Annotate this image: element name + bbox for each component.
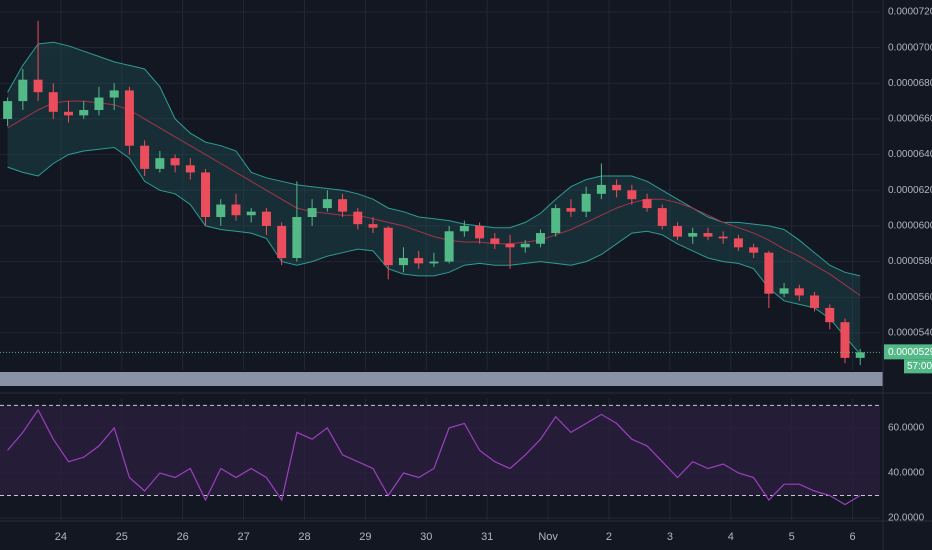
candle-body	[140, 145, 150, 169]
candle-body	[277, 225, 287, 259]
candle-body	[490, 238, 500, 244]
candle-body	[718, 236, 728, 239]
candle-body	[505, 243, 515, 248]
x-tick-label: 26	[177, 531, 189, 543]
candle-body	[779, 288, 789, 294]
candle-body	[338, 199, 348, 212]
x-tick-label: 27	[237, 531, 249, 543]
x-tick-label: 25	[116, 531, 128, 543]
candle-body	[642, 199, 652, 209]
candle-body	[703, 233, 713, 237]
candle-body	[794, 288, 804, 296]
y-tick-label: 0.00007200	[888, 7, 932, 18]
candle-body	[216, 204, 226, 218]
y-tick-label: 0.00005400	[888, 328, 932, 339]
price-label-box	[884, 344, 932, 360]
candle-body	[368, 224, 378, 228]
candle-body	[840, 322, 850, 358]
candle-body	[79, 110, 89, 116]
candle-body	[185, 165, 195, 173]
candle-body	[109, 90, 119, 98]
x-tick-label: 6	[850, 531, 856, 543]
y-tick-label: 60.0000	[888, 423, 925, 434]
x-tick-label: 4	[728, 531, 734, 543]
x-tick-label: 24	[55, 531, 67, 543]
band-line	[7, 146, 861, 355]
y-tick-label: 0.00005800	[888, 256, 932, 267]
candle-body	[627, 190, 637, 200]
candle-body	[124, 90, 134, 146]
candle-body	[733, 238, 743, 248]
candle-body	[94, 97, 104, 111]
level-fill	[0, 405, 880, 496]
candle-body	[64, 111, 74, 116]
candle-body	[383, 227, 393, 266]
price-label: 0.00005291	[888, 347, 932, 358]
candle-body	[566, 208, 576, 212]
y-tick-label: 0.00006000	[888, 221, 932, 232]
scroll-bar	[0, 372, 883, 386]
x-tick-label: 28	[298, 531, 310, 543]
candle-body	[18, 79, 28, 102]
x-tick-label: 2	[606, 531, 612, 543]
band-line	[7, 41, 861, 277]
candle-body	[246, 211, 256, 216]
candle-body	[825, 307, 835, 323]
candle-body	[596, 184, 606, 194]
candle-body	[353, 211, 363, 225]
candle-body	[459, 225, 469, 232]
candle-body	[33, 79, 43, 93]
candle-body	[322, 199, 332, 209]
y-tick-label: 0.00006400	[888, 149, 932, 160]
candle-body	[612, 184, 622, 191]
candle-body	[764, 252, 774, 294]
candle-body	[749, 247, 759, 253]
band-line	[7, 100, 861, 296]
candle-body	[535, 233, 545, 244]
candle-body	[855, 352, 865, 358]
y-tick-label: 0.00007000	[888, 42, 932, 53]
countdown: 57:00	[907, 361, 932, 372]
candle-body	[398, 258, 408, 266]
x-tick-label: 30	[420, 531, 432, 543]
y-tick-label: 0.00006200	[888, 185, 932, 196]
candle-body	[307, 208, 317, 218]
candle-body	[810, 295, 820, 308]
candle-body	[201, 172, 211, 218]
candle-body	[231, 204, 241, 216]
candle-body	[688, 233, 698, 237]
x-tick-label: 3	[667, 531, 673, 543]
candle-body	[414, 258, 424, 264]
candle-body	[673, 225, 683, 237]
x-tick-label: 29	[359, 531, 371, 543]
candle-body	[581, 193, 591, 212]
candle-body	[155, 158, 165, 169]
candle-body	[170, 158, 180, 166]
candle-body	[429, 261, 439, 264]
candle-body	[475, 225, 485, 239]
y-tick-label: 0.00005600	[888, 292, 932, 303]
y-tick-label: 0.00006800	[888, 78, 932, 89]
candle-body	[261, 211, 271, 226]
x-tick-label: 5	[789, 531, 795, 543]
y-tick-label: 0.00006600	[888, 114, 932, 125]
candle-body	[444, 231, 454, 262]
candle-body	[3, 101, 13, 119]
band-fill	[7, 42, 861, 355]
rsi-line	[7, 408, 861, 506]
candle-body	[292, 217, 302, 259]
x-tick-label: Nov	[538, 531, 558, 543]
countdown-box	[904, 359, 932, 374]
candle-body	[551, 208, 561, 234]
y-tick-label: 40.0000	[888, 468, 925, 479]
candle-body	[520, 243, 530, 248]
y-tick-label: 20.0000	[888, 513, 925, 524]
candle-body	[48, 92, 58, 112]
candle-body	[657, 208, 667, 226]
x-tick-label: 31	[481, 531, 493, 543]
